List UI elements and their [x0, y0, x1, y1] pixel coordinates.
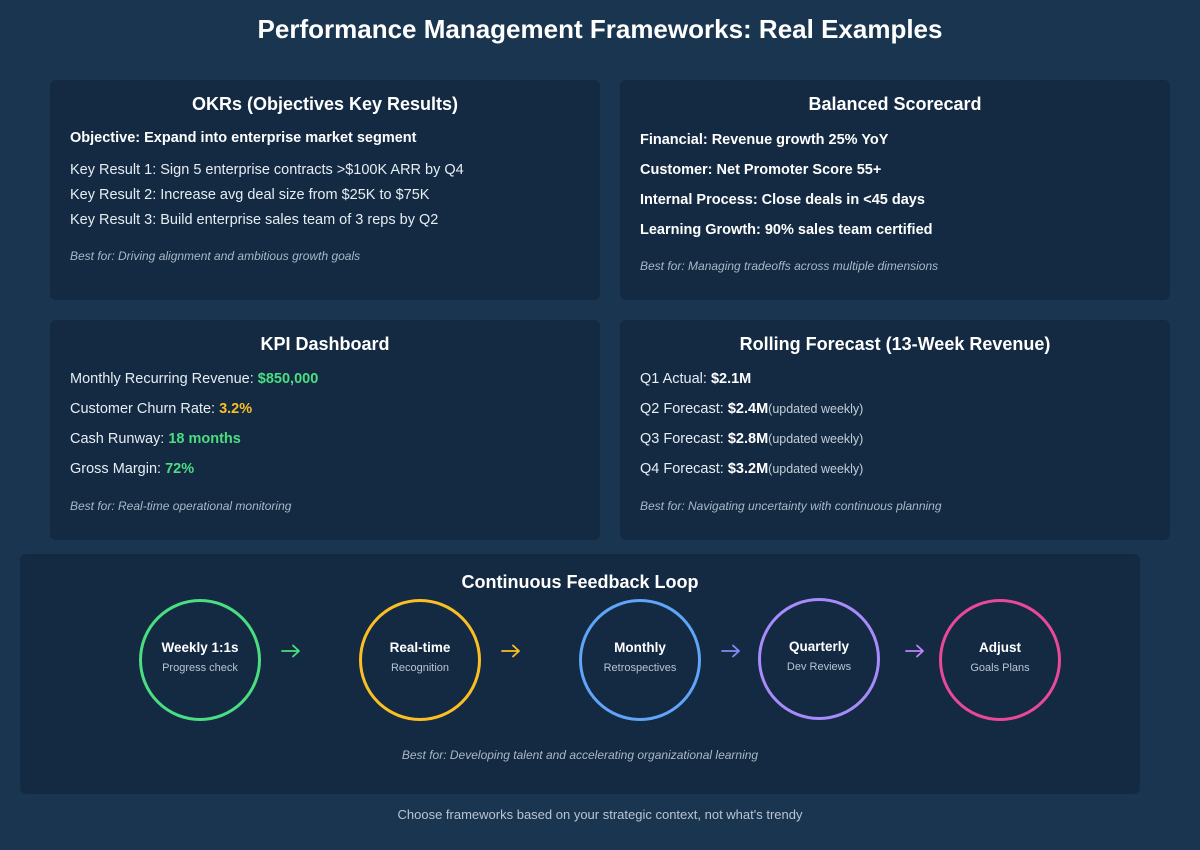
kpi-card: KPI Dashboard Monthly Recurring Revenue:… [50, 320, 600, 540]
loop-step-monthly: Monthly Retrospectives [579, 599, 701, 721]
kpi-mrr: Monthly Recurring Revenue: $850,000 [70, 371, 318, 387]
loop-step-quarterly: Quarterly Dev Reviews [758, 598, 880, 720]
forecast-q2: Q2 Forecast: $2.4M(updated weekly) [640, 401, 863, 417]
forecast-q4-value: $3.2M [727, 461, 769, 477]
forecast-q1-label: Q1 Actual: [640, 371, 711, 387]
okrs-card: OKRs (Objectives Key Results) Objective:… [50, 80, 600, 300]
forecast-q2-label: Q2 Forecast: [640, 401, 728, 417]
scorecard-title: Balanced Scorecard [808, 94, 982, 114]
forecast-best-for: Best for: Navigating uncertainty with co… [640, 499, 942, 513]
loop-step-adjust-title: Adjust [979, 640, 1021, 655]
kpi-mrr-label: Monthly Recurring Revenue: [70, 371, 258, 387]
arrow-right-icon [905, 644, 924, 658]
kpi-churn: Customer Churn Rate: 3.2% [70, 401, 252, 417]
loop-step-realtime: Real-time Recognition [359, 599, 481, 721]
feedback-loop-title: Continuous Feedback Loop [461, 572, 699, 592]
scorecard-internal-process: Internal Process: Close deals in <45 day… [640, 192, 925, 208]
kpi-gross-margin-label: Gross Margin: [70, 461, 166, 477]
loop-step-monthly-title: Monthly [614, 640, 666, 655]
loop-step-monthly-subtitle: Retrospectives [603, 662, 677, 674]
scorecard-card: Balanced Scorecard Financial: Revenue gr… [620, 80, 1170, 300]
scorecard-best-for: Best for: Managing tradeoffs across mult… [640, 259, 939, 273]
kpi-churn-label: Customer Churn Rate: [70, 401, 220, 417]
loop-step-realtime-title: Real-time [389, 640, 451, 655]
kpi-runway-value: 18 months [168, 431, 241, 447]
loop-step-quarterly-title: Quarterly [788, 639, 850, 654]
loop-step-weekly-title: Weekly 1:1s [161, 640, 239, 655]
forecast-q3-label: Q3 Forecast: [640, 431, 728, 447]
loop-step-weekly: Weekly 1:1s Progress check [139, 599, 261, 721]
scorecard-learning-growth: Learning Growth: 90% sales team certifie… [640, 222, 933, 238]
arrow-right-icon [281, 644, 300, 658]
forecast-card: Rolling Forecast (13-Week Revenue) Q1 Ac… [620, 320, 1170, 540]
feedback-loop-card: Continuous Feedback Loop Weekly 1:1s Pro… [20, 554, 1140, 794]
scorecard-customer: Customer: Net Promoter Score 55+ [640, 162, 882, 178]
forecast-q3-note: (updated weekly) [768, 432, 864, 446]
okrs-objective: Objective: Expand into enterprise market… [70, 130, 417, 146]
loop-step-weekly-subtitle: Progress check [162, 662, 238, 674]
loop-step-adjust: Adjust Goals Plans [939, 599, 1061, 721]
okrs-key-result-1: Key Result 1: Sign 5 enterprise contract… [70, 162, 464, 178]
footer-note: Choose frameworks based on your strategi… [397, 807, 803, 822]
forecast-q3: Q3 Forecast: $2.8M(updated weekly) [640, 431, 863, 447]
kpi-gross-margin-value: 72% [165, 461, 195, 477]
arrow-right-icon [501, 644, 520, 658]
forecast-q2-value: $2.4M [727, 401, 769, 417]
page-title: Performance Management Frameworks: Real … [257, 14, 943, 44]
forecast-title: Rolling Forecast (13-Week Revenue) [739, 334, 1051, 354]
arrow-right-icon [721, 644, 740, 658]
kpi-best-for: Best for: Real-time operational monitori… [70, 499, 292, 513]
loop-best-for: Best for: Developing talent and accelera… [401, 748, 759, 762]
kpi-runway: Cash Runway: 18 months [70, 431, 241, 447]
okrs-key-result-2: Key Result 2: Increase avg deal size fro… [70, 187, 430, 203]
forecast-q2-note: (updated weekly) [768, 402, 864, 416]
forecast-q4-note: (updated weekly) [768, 462, 864, 476]
kpi-gross-margin: Gross Margin: 72% [70, 461, 194, 477]
okrs-title: OKRs (Objectives Key Results) [191, 94, 459, 114]
kpi-churn-value: 3.2% [219, 401, 253, 417]
loop-step-realtime-subtitle: Recognition [390, 662, 450, 674]
loop-step-adjust-subtitle: Goals Plans [970, 662, 1030, 674]
loop-step-quarterly-subtitle: Dev Reviews [786, 661, 852, 673]
okrs-key-result-3: Key Result 3: Build enterprise sales tea… [70, 212, 439, 228]
kpi-runway-label: Cash Runway: [70, 431, 169, 447]
forecast-q1-value: $2.1M [710, 371, 752, 387]
kpi-title: KPI Dashboard [260, 334, 390, 354]
forecast-q4-label: Q4 Forecast: [640, 461, 728, 477]
scorecard-financial: Financial: Revenue growth 25% YoY [640, 132, 889, 148]
okrs-best-for: Best for: Driving alignment and ambitiou… [70, 249, 361, 263]
kpi-mrr-value: $850,000 [257, 371, 319, 387]
forecast-q4: Q4 Forecast: $3.2M(updated weekly) [640, 461, 863, 477]
forecast-q1: Q1 Actual: $2.1M [640, 371, 751, 387]
forecast-q3-value: $2.8M [727, 431, 769, 447]
